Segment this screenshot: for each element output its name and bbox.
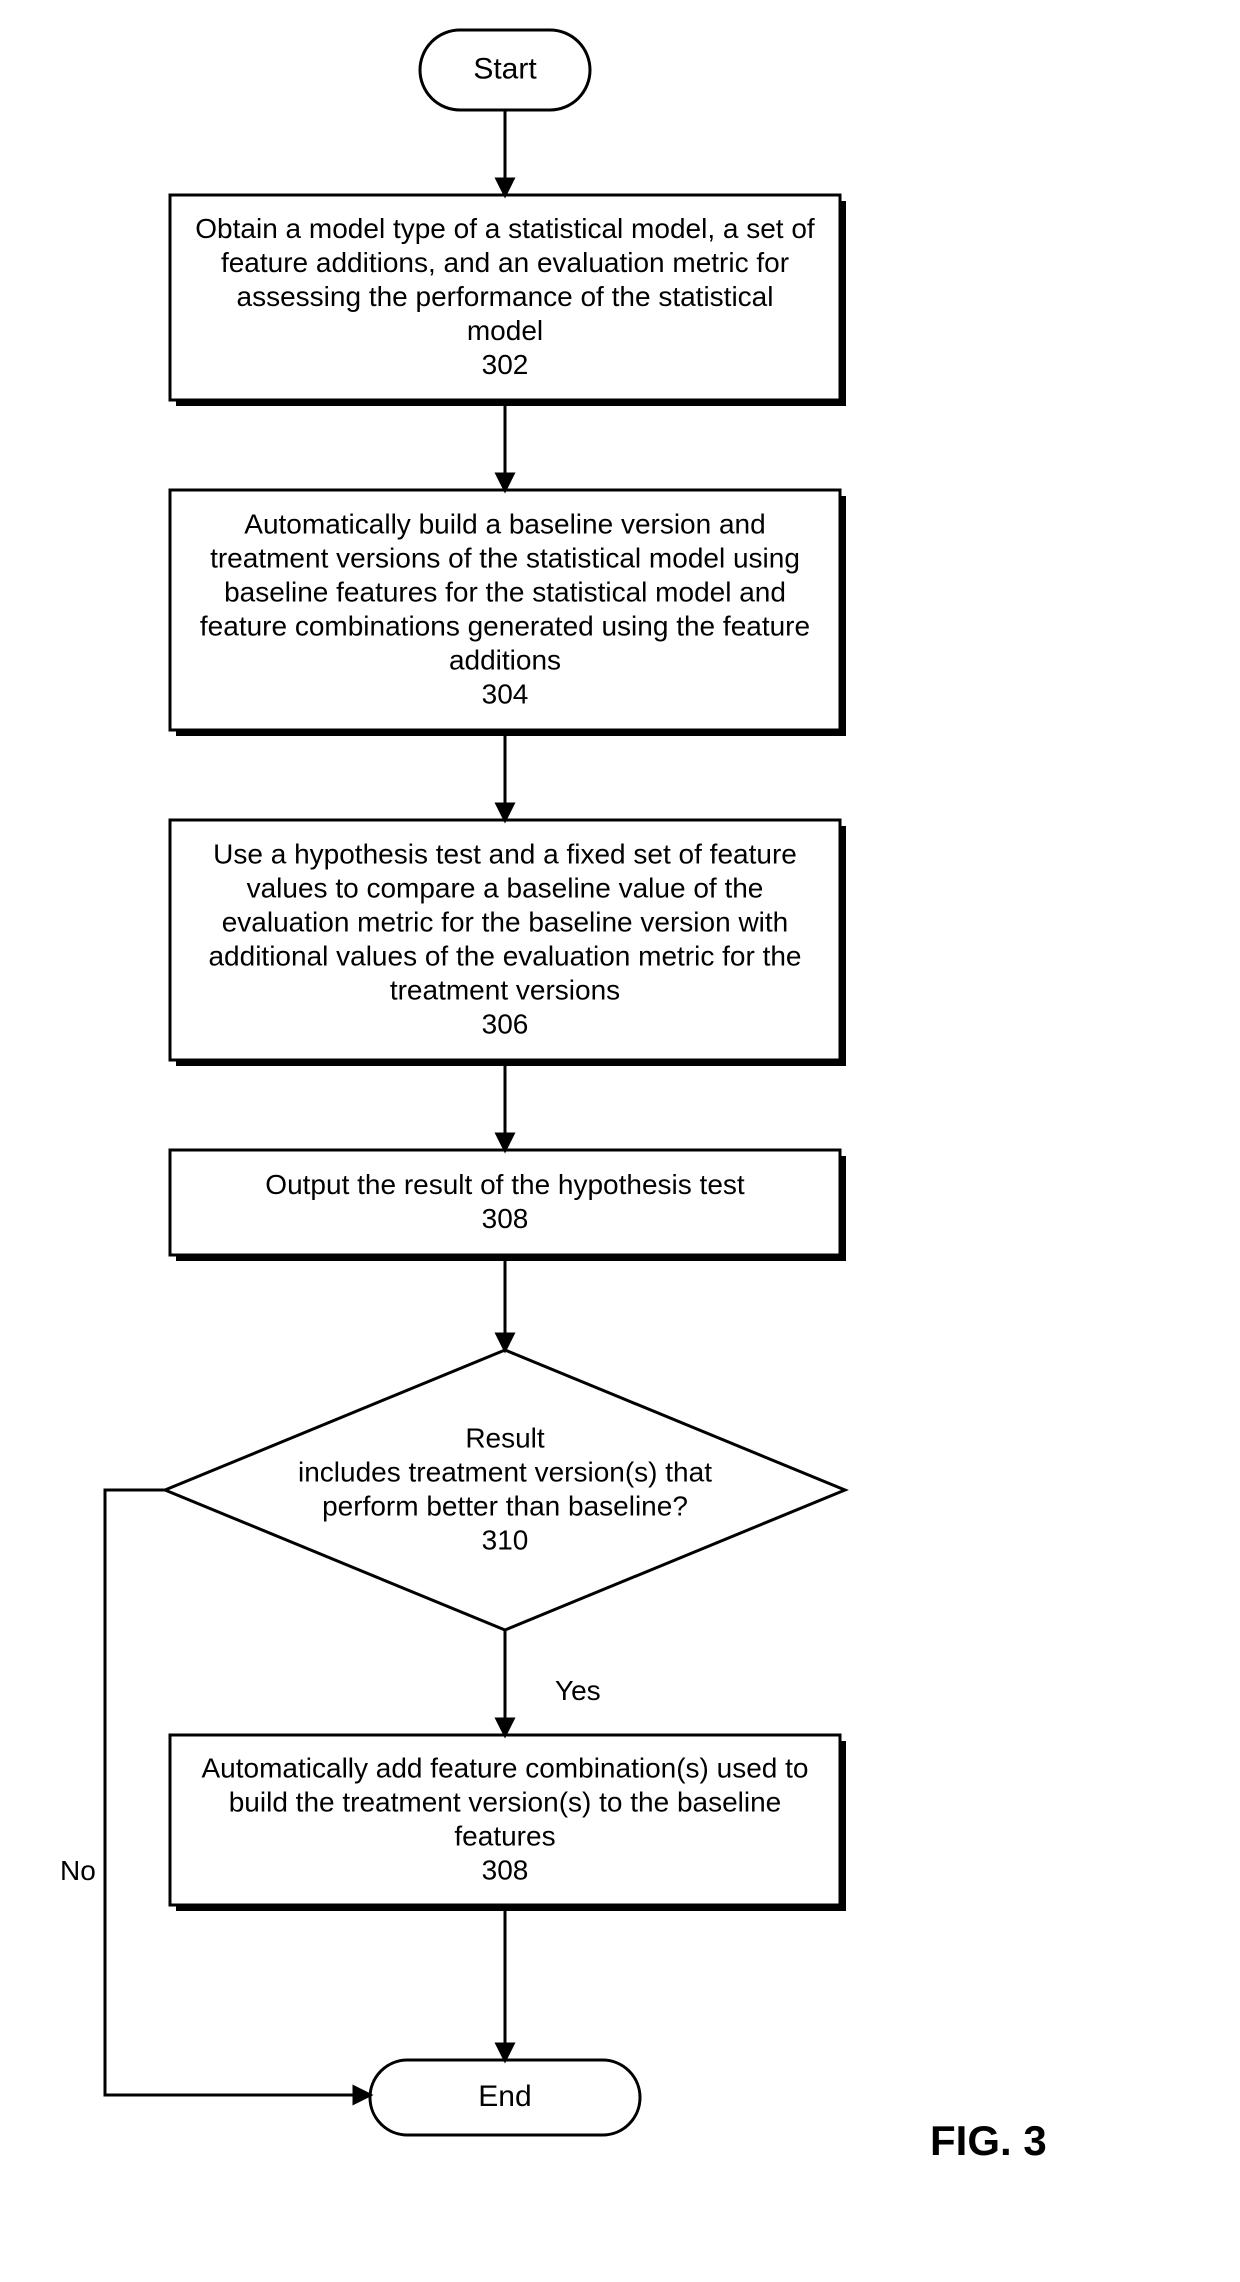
text-line: 304 (482, 679, 529, 710)
text-line: Result (465, 1423, 545, 1454)
process-n304: Automatically build a baseline version a… (170, 490, 846, 736)
text-line: additional values of the evaluation metr… (208, 941, 801, 972)
text-line: feature additions, and an evaluation met… (221, 247, 789, 278)
text-line: perform better than baseline? (322, 1491, 688, 1522)
text-line: build the treatment version(s) to the ba… (229, 1787, 782, 1818)
text-line: values to compare a baseline value of th… (247, 873, 764, 904)
decision-d310: Resultincludes treatment version(s) that… (165, 1350, 845, 1630)
text-line: End (478, 2080, 531, 2113)
process-n308a: Output the result of the hypothesis test… (170, 1150, 846, 1261)
terminator-end: End (370, 2060, 640, 2135)
text-line: evaluation metric for the baseline versi… (222, 907, 789, 938)
text-line: Automatically add feature combination(s)… (202, 1753, 809, 1784)
terminator-start: Start (420, 30, 590, 110)
process-n308b: Automatically add feature combination(s)… (170, 1735, 846, 1911)
edge-label-e7: No (60, 1855, 96, 1886)
text-line: treatment versions (390, 975, 620, 1006)
text-line: 302 (482, 349, 529, 380)
text-line: model (467, 315, 543, 346)
text-line: Automatically build a baseline version a… (244, 509, 765, 540)
process-n302: Obtain a model type of a statistical mod… (170, 195, 846, 406)
text-line: feature combinations generated using the… (200, 611, 810, 642)
text-line: baseline features for the statistical mo… (224, 577, 786, 608)
figure-label: FIG. 3 (930, 2117, 1047, 2164)
text-line: 310 (482, 1525, 529, 1556)
text-line: treatment versions of the statistical mo… (210, 543, 800, 574)
process-n306: Use a hypothesis test and a fixed set of… (170, 820, 846, 1066)
text-line: assessing the performance of the statist… (237, 281, 774, 312)
text-line: features (454, 1821, 555, 1852)
text-line: additions (449, 645, 561, 676)
edge-label-e5: Yes (555, 1675, 601, 1706)
text-line: 308 (482, 1855, 529, 1886)
flowchart-canvas: Start Obtain a model type of a statistica… (0, 0, 1240, 2282)
text-line: Start (473, 53, 537, 86)
text-line: 306 (482, 1009, 529, 1040)
text-line: Output the result of the hypothesis test (265, 1169, 745, 1200)
text-line: 308 (482, 1203, 529, 1234)
text-line: includes treatment version(s) that (298, 1457, 712, 1488)
text-line: Obtain a model type of a statistical mod… (195, 213, 815, 244)
text-line: Use a hypothesis test and a fixed set of… (213, 839, 797, 870)
